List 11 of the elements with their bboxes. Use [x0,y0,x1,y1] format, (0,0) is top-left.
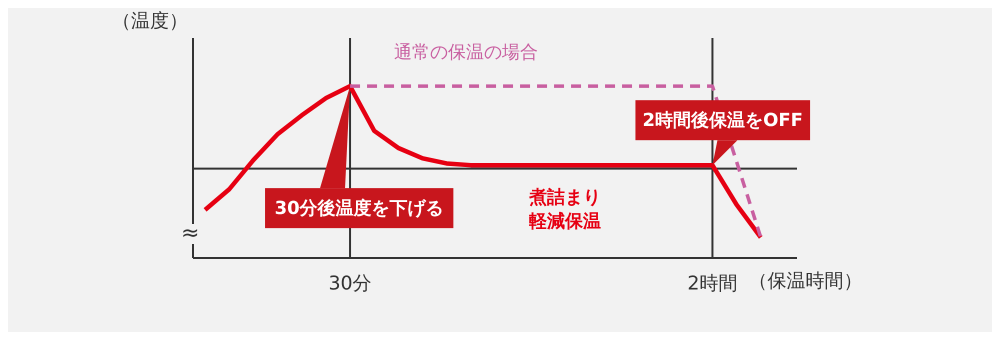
annotation: 2時間後保温をOFF [642,110,803,132]
y-axis-title: （温度） [112,9,188,34]
series-label: 煮詰まり軽減保温 [528,187,602,232]
x-tick-label: 30分 [328,272,372,294]
callout: 30分後温度を下げる [265,86,454,228]
annotation: 30分後温度を下げる [274,198,444,220]
annotation: ≈ [180,221,200,246]
x-tick-label: 2時間 [687,272,738,294]
x-axis-title: （保温時間） [748,270,862,292]
series-label: 通常の保温の場合 [394,42,538,64]
callout: 2時間後保温をOFF [635,100,810,166]
